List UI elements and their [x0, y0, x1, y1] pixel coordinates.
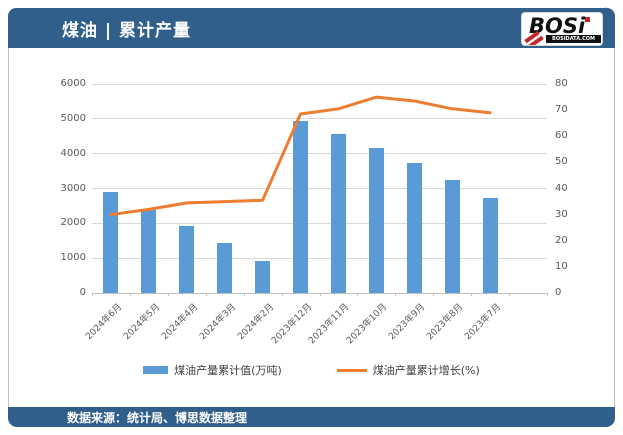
left-axis-tick-label: 0: [79, 287, 86, 298]
gridline: [92, 118, 547, 120]
right-axis-tick-label: 50: [555, 156, 568, 168]
right-axis-tick-label: 0: [555, 287, 562, 298]
header-bar: 煤油 | 累计产量 BOSi BOSIDATA.COM: [8, 8, 615, 48]
bar: [444, 180, 460, 293]
x-axis-tick: [243, 293, 245, 296]
right-axis-tick-label: 20: [555, 234, 568, 246]
legend-item-bar-series: 煤油产量累计值(万吨): [143, 362, 282, 378]
x-axis-tick: [395, 293, 397, 296]
left-axis-tick-label: 2000: [60, 217, 86, 229]
gridline: [92, 222, 547, 224]
bar: [255, 260, 271, 293]
bar: [141, 209, 157, 293]
page-title: 煤油 | 累计产量: [62, 20, 192, 41]
bar: [482, 198, 498, 293]
bar: [368, 147, 384, 293]
bar: [179, 226, 195, 293]
gridline: [92, 153, 547, 155]
x-axis-tick: [281, 293, 283, 296]
logo-i-dot: [585, 17, 590, 22]
right-axis-tick-label: 60: [555, 130, 568, 142]
chart-legend: 煤油产量累计值(万吨) 煤油产量累计增长(%): [8, 362, 615, 378]
legend-label: 煤油产量累计值(万吨): [174, 364, 282, 377]
x-axis-tick: [167, 293, 169, 296]
x-axis-tick: [471, 293, 473, 296]
data-source-text: 数据来源：统计局、博思数据整理: [67, 410, 248, 425]
left-axis-tick-label: 6000: [60, 78, 86, 89]
x-axis-tick: [205, 293, 207, 296]
right-axis-tick-label: 40: [555, 182, 568, 194]
bosi-logo: BOSi BOSIDATA.COM: [521, 12, 603, 46]
right-axis-tick-label: 30: [555, 208, 568, 220]
x-axis-tick: [92, 293, 93, 296]
bar-swatch-icon: [143, 366, 169, 374]
bar: [330, 133, 346, 293]
gridline: [92, 188, 547, 189]
bar: [406, 163, 422, 293]
x-axis-tick: [433, 293, 435, 296]
right-axis-tick-label: 80: [555, 78, 568, 89]
bar: [293, 120, 309, 293]
left-axis-tick-label: 4000: [60, 147, 86, 159]
right-axis-tick-label: 70: [555, 104, 568, 116]
bar: [103, 192, 119, 293]
x-axis-tick: [319, 293, 321, 296]
gridline: [92, 257, 547, 259]
legend-label: 煤油产量累计增长(%): [372, 364, 480, 377]
x-axis-tick: [129, 293, 131, 296]
legend-item-line-series: 煤油产量累计增长(%): [336, 362, 480, 378]
x-axis-tick: [509, 293, 511, 296]
footer-bar: 数据来源：统计局、博思数据整理: [8, 407, 615, 427]
x-axis-tick: [547, 293, 548, 296]
line-swatch-icon: [336, 368, 367, 372]
gridline: [92, 83, 547, 85]
left-axis-tick-label: 3000: [60, 182, 86, 194]
logo-domain: BOSIDATA.COM: [546, 35, 601, 43]
bar: [217, 243, 233, 293]
right-axis-tick-label: 10: [555, 260, 568, 272]
left-axis-tick-label: 5000: [60, 112, 86, 124]
x-axis-tick: [357, 293, 359, 296]
left-axis-tick-label: 1000: [60, 252, 86, 264]
